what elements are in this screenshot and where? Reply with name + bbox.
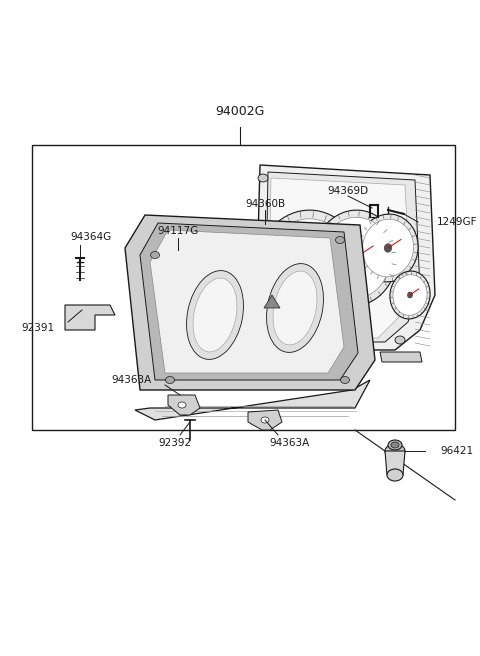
Text: 94117G: 94117G <box>157 226 199 236</box>
Text: 92391: 92391 <box>22 323 55 333</box>
Ellipse shape <box>193 278 237 352</box>
Polygon shape <box>125 215 375 390</box>
Text: 94364G: 94364G <box>70 232 111 242</box>
Polygon shape <box>385 451 405 475</box>
Ellipse shape <box>187 271 243 359</box>
Polygon shape <box>255 165 435 350</box>
Ellipse shape <box>385 444 405 458</box>
Ellipse shape <box>405 281 415 289</box>
Ellipse shape <box>384 244 392 253</box>
Polygon shape <box>150 230 344 373</box>
Ellipse shape <box>313 210 397 306</box>
Ellipse shape <box>408 292 412 298</box>
Ellipse shape <box>256 210 360 326</box>
Ellipse shape <box>258 336 268 344</box>
Ellipse shape <box>387 469 403 481</box>
Ellipse shape <box>258 174 268 182</box>
Ellipse shape <box>264 219 352 318</box>
Polygon shape <box>268 178 410 338</box>
Polygon shape <box>65 305 115 330</box>
Polygon shape <box>168 395 200 415</box>
Ellipse shape <box>336 237 345 243</box>
Bar <box>32 145 455 430</box>
Ellipse shape <box>390 271 430 319</box>
Text: 96421: 96421 <box>440 446 473 456</box>
Ellipse shape <box>166 377 175 384</box>
Ellipse shape <box>151 251 159 258</box>
Text: 94360B: 94360B <box>245 199 285 209</box>
Ellipse shape <box>395 336 405 344</box>
Ellipse shape <box>273 271 317 345</box>
Polygon shape <box>265 172 420 342</box>
Text: 1249GF: 1249GF <box>437 217 478 227</box>
Polygon shape <box>135 380 370 420</box>
Ellipse shape <box>266 264 324 352</box>
Ellipse shape <box>261 417 269 423</box>
Text: 94369D: 94369D <box>327 186 369 196</box>
Polygon shape <box>248 410 282 430</box>
Ellipse shape <box>362 219 414 277</box>
Ellipse shape <box>340 377 349 384</box>
Ellipse shape <box>358 214 418 282</box>
Ellipse shape <box>319 217 391 298</box>
Ellipse shape <box>391 442 399 448</box>
Ellipse shape <box>350 252 360 264</box>
Text: 92392: 92392 <box>158 438 192 448</box>
Polygon shape <box>380 352 422 362</box>
Text: 94363A: 94363A <box>270 438 310 448</box>
Ellipse shape <box>388 440 402 450</box>
Ellipse shape <box>393 275 427 316</box>
Polygon shape <box>264 295 280 308</box>
Text: 94002G: 94002G <box>216 105 264 118</box>
Ellipse shape <box>301 261 314 276</box>
Text: 94363A: 94363A <box>112 375 152 385</box>
Ellipse shape <box>178 402 186 408</box>
Polygon shape <box>140 223 358 380</box>
